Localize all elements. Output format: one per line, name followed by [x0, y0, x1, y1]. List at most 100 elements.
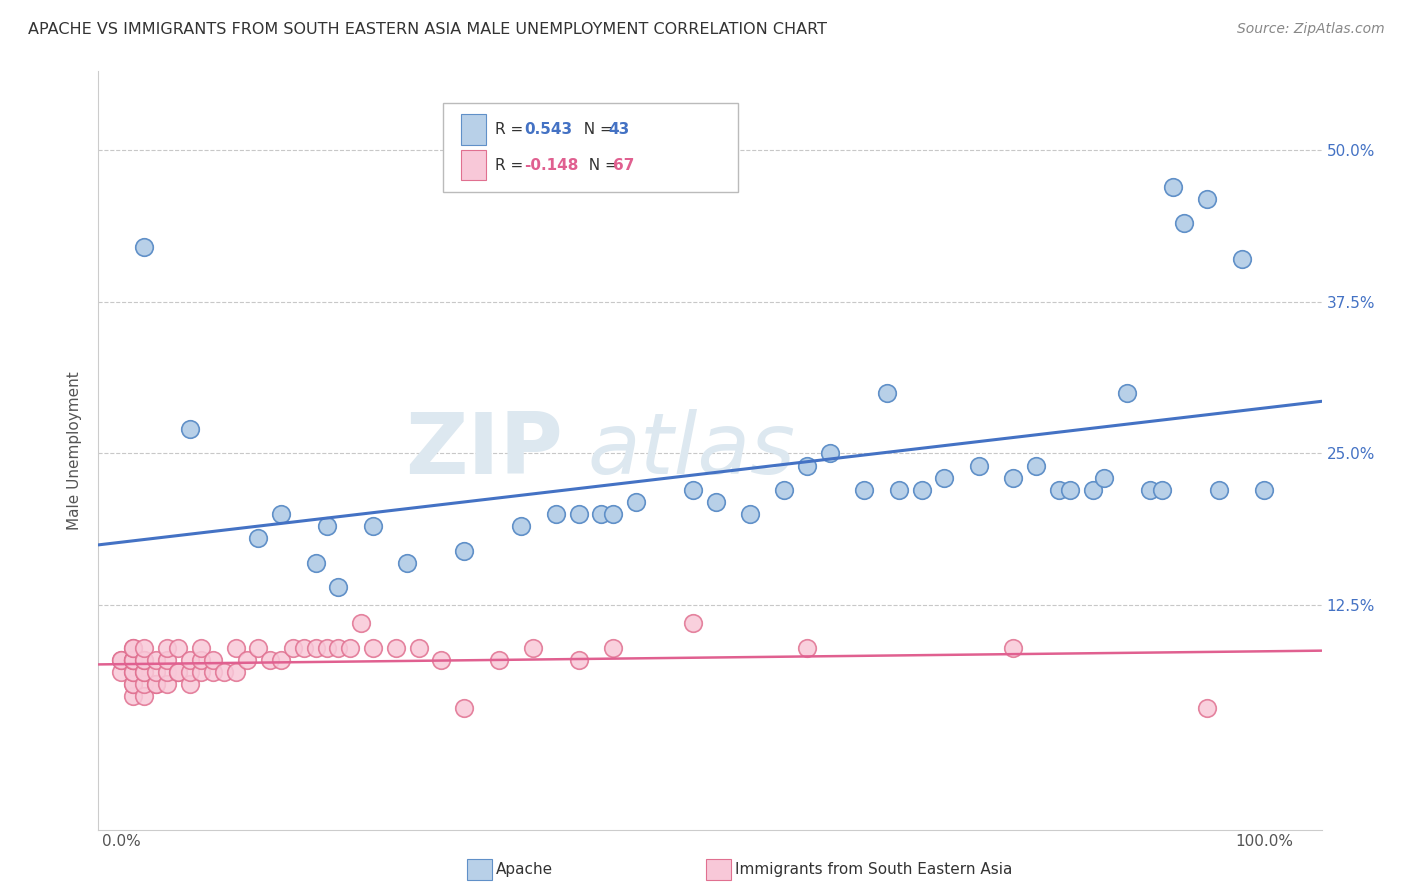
- Point: [682, 483, 704, 497]
- Point: [361, 640, 384, 655]
- Point: [384, 640, 406, 655]
- Point: [1047, 483, 1070, 497]
- Point: [236, 653, 259, 667]
- Point: [212, 665, 235, 679]
- Point: [292, 640, 315, 655]
- Point: [1094, 471, 1116, 485]
- Point: [624, 495, 647, 509]
- Text: Apache: Apache: [496, 863, 554, 877]
- Text: Immigrants from South Eastern Asia: Immigrants from South Eastern Asia: [735, 863, 1012, 877]
- Point: [510, 519, 533, 533]
- Point: [773, 483, 796, 497]
- Text: ZIP: ZIP: [405, 409, 564, 492]
- Point: [190, 653, 212, 667]
- Point: [316, 640, 339, 655]
- Point: [453, 543, 475, 558]
- Point: [1059, 483, 1081, 497]
- Point: [145, 677, 167, 691]
- Point: [1001, 471, 1024, 485]
- Text: N =: N =: [579, 158, 623, 172]
- Point: [1230, 252, 1253, 267]
- Point: [682, 616, 704, 631]
- Point: [853, 483, 876, 497]
- Point: [738, 507, 761, 521]
- Point: [488, 653, 510, 667]
- Point: [225, 640, 247, 655]
- Point: [304, 640, 326, 655]
- Point: [121, 640, 143, 655]
- Point: [121, 653, 143, 667]
- Point: [247, 640, 270, 655]
- Point: [190, 640, 212, 655]
- Text: R =: R =: [495, 122, 529, 136]
- Text: APACHE VS IMMIGRANTS FROM SOUTH EASTERN ASIA MALE UNEMPLOYMENT CORRELATION CHART: APACHE VS IMMIGRANTS FROM SOUTH EASTERN …: [28, 22, 827, 37]
- Point: [201, 653, 224, 667]
- Point: [121, 677, 143, 691]
- Point: [316, 519, 339, 533]
- Point: [134, 640, 156, 655]
- Point: [1025, 458, 1047, 473]
- Point: [602, 507, 624, 521]
- Point: [1253, 483, 1275, 497]
- Point: [134, 677, 156, 691]
- Point: [190, 665, 212, 679]
- Point: [156, 640, 179, 655]
- Point: [796, 458, 818, 473]
- Point: [270, 653, 292, 667]
- Point: [145, 677, 167, 691]
- Point: [328, 580, 350, 594]
- Point: [796, 640, 818, 655]
- Point: [121, 640, 143, 655]
- Point: [134, 653, 156, 667]
- Point: [145, 653, 167, 667]
- Point: [876, 385, 898, 400]
- Text: 43: 43: [609, 122, 630, 136]
- Point: [134, 240, 156, 254]
- Point: [1001, 640, 1024, 655]
- Text: N =: N =: [574, 122, 617, 136]
- Point: [134, 665, 156, 679]
- Point: [167, 665, 190, 679]
- Point: [134, 665, 156, 679]
- Point: [201, 665, 224, 679]
- Point: [1173, 216, 1195, 230]
- Point: [522, 640, 544, 655]
- Point: [179, 677, 201, 691]
- Point: [818, 446, 841, 460]
- Point: [110, 653, 132, 667]
- Point: [121, 653, 143, 667]
- Point: [350, 616, 373, 631]
- Point: [328, 640, 350, 655]
- Point: [121, 653, 143, 667]
- Point: [156, 653, 179, 667]
- Point: [1197, 701, 1219, 715]
- Point: [121, 653, 143, 667]
- Point: [225, 665, 247, 679]
- Point: [110, 653, 132, 667]
- Point: [304, 556, 326, 570]
- Point: [396, 556, 419, 570]
- Point: [281, 640, 304, 655]
- Point: [1161, 179, 1184, 194]
- Point: [1116, 385, 1139, 400]
- Point: [1197, 192, 1219, 206]
- Point: [179, 653, 201, 667]
- Point: [110, 665, 132, 679]
- Point: [270, 507, 292, 521]
- Point: [179, 665, 201, 679]
- Point: [887, 483, 910, 497]
- Point: [121, 689, 143, 703]
- Point: [408, 640, 430, 655]
- Text: Source: ZipAtlas.com: Source: ZipAtlas.com: [1237, 22, 1385, 37]
- Point: [567, 653, 589, 667]
- Point: [121, 665, 143, 679]
- Point: [1150, 483, 1173, 497]
- Point: [567, 507, 589, 521]
- Point: [704, 495, 727, 509]
- Point: [121, 665, 143, 679]
- Point: [967, 458, 990, 473]
- Point: [134, 653, 156, 667]
- Point: [430, 653, 453, 667]
- Point: [591, 507, 613, 521]
- Point: [1208, 483, 1230, 497]
